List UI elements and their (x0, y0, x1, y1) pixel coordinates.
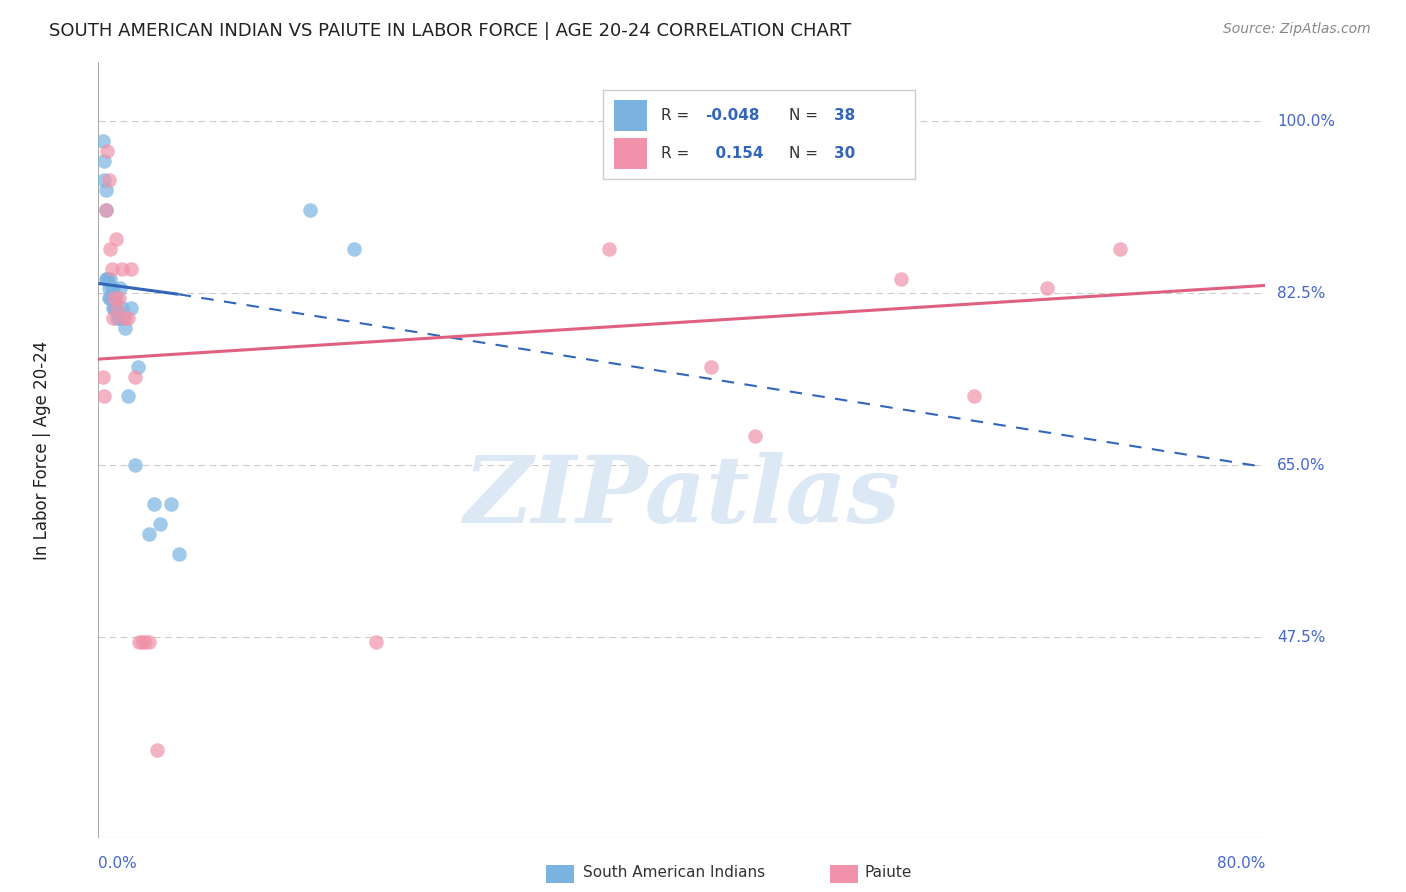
Point (103, 301, 125, 315)
Text: 82.5%: 82.5% (1277, 285, 1326, 301)
Point (131, 635, 153, 649)
Point (124, 369, 146, 384)
Point (114, 320, 136, 334)
Point (108, 291, 131, 305)
Point (94, 271, 117, 285)
FancyBboxPatch shape (614, 137, 647, 169)
Point (104, 291, 127, 305)
Point (1035, 281, 1057, 295)
Point (97, 291, 120, 305)
Point (105, 310, 128, 325)
Text: SOUTH AMERICAN INDIAN VS PAIUTE IN LABOR FORCE | AGE 20-24 CORRELATION CHART: SOUTH AMERICAN INDIAN VS PAIUTE IN LABOR… (49, 22, 852, 40)
Point (124, 458, 146, 473)
Point (91, 134, 114, 148)
Point (101, 310, 124, 325)
Point (128, 635, 150, 649)
Point (142, 498, 165, 512)
Point (111, 261, 134, 276)
Point (744, 428, 766, 442)
Point (117, 389, 139, 403)
Text: 0.0%: 0.0% (98, 856, 138, 871)
Point (120, 301, 142, 315)
Text: In Labor Force | Age 20-24: In Labor Force | Age 20-24 (34, 341, 52, 560)
Text: 80.0%: 80.0% (1218, 856, 1265, 871)
Point (700, 359, 723, 374)
Point (298, 202, 321, 217)
Point (962, 389, 984, 403)
Point (96, 144, 118, 158)
Point (364, 635, 387, 649)
Point (101, 281, 124, 295)
Point (94, 202, 117, 217)
Point (598, 242, 620, 256)
Point (97, 173, 120, 187)
Point (160, 498, 183, 512)
Point (149, 517, 172, 532)
FancyBboxPatch shape (614, 100, 647, 131)
Point (111, 301, 134, 315)
Text: N =: N = (789, 145, 823, 161)
Point (97, 281, 120, 295)
Text: Paiute: Paiute (865, 865, 912, 880)
Text: South American Indians: South American Indians (583, 865, 766, 880)
Point (138, 635, 160, 649)
Text: 47.5%: 47.5% (1277, 630, 1326, 645)
Point (108, 310, 131, 325)
Point (93, 173, 115, 187)
Point (114, 310, 136, 325)
Point (146, 743, 169, 757)
Text: N =: N = (789, 108, 823, 123)
Point (93, 389, 115, 403)
Point (117, 310, 139, 325)
FancyBboxPatch shape (603, 89, 915, 178)
Text: Source: ZipAtlas.com: Source: ZipAtlas.com (1223, 22, 1371, 37)
Point (91, 369, 114, 384)
Point (1108, 242, 1130, 256)
Point (100, 291, 122, 305)
Point (98, 291, 121, 305)
Point (110, 281, 132, 295)
Point (134, 635, 156, 649)
Text: ZIPatlas: ZIPatlas (464, 452, 900, 542)
Point (343, 242, 366, 256)
Point (93, 153, 115, 168)
Text: R =: R = (661, 145, 695, 161)
Point (105, 301, 128, 315)
Text: 0.154: 0.154 (706, 145, 763, 161)
Point (98, 242, 121, 256)
Text: R =: R = (661, 108, 695, 123)
Point (104, 232, 127, 246)
Point (96, 271, 118, 285)
Point (101, 301, 124, 315)
Point (103, 291, 125, 305)
Point (890, 271, 912, 285)
Text: 38: 38 (834, 108, 855, 123)
Point (138, 527, 160, 541)
Point (112, 310, 135, 325)
Point (120, 261, 142, 276)
Text: -0.048: -0.048 (706, 108, 759, 123)
Point (100, 281, 122, 295)
Text: 30: 30 (834, 145, 855, 161)
Text: 100.0%: 100.0% (1277, 114, 1336, 128)
Point (104, 301, 127, 315)
Point (103, 291, 125, 305)
Point (100, 261, 122, 276)
Point (96, 271, 118, 285)
Point (94, 202, 117, 217)
Point (127, 359, 149, 374)
Text: 65.0%: 65.0% (1277, 458, 1326, 473)
Point (167, 547, 190, 561)
Point (98, 271, 121, 285)
Point (101, 291, 124, 305)
Point (94, 183, 117, 197)
